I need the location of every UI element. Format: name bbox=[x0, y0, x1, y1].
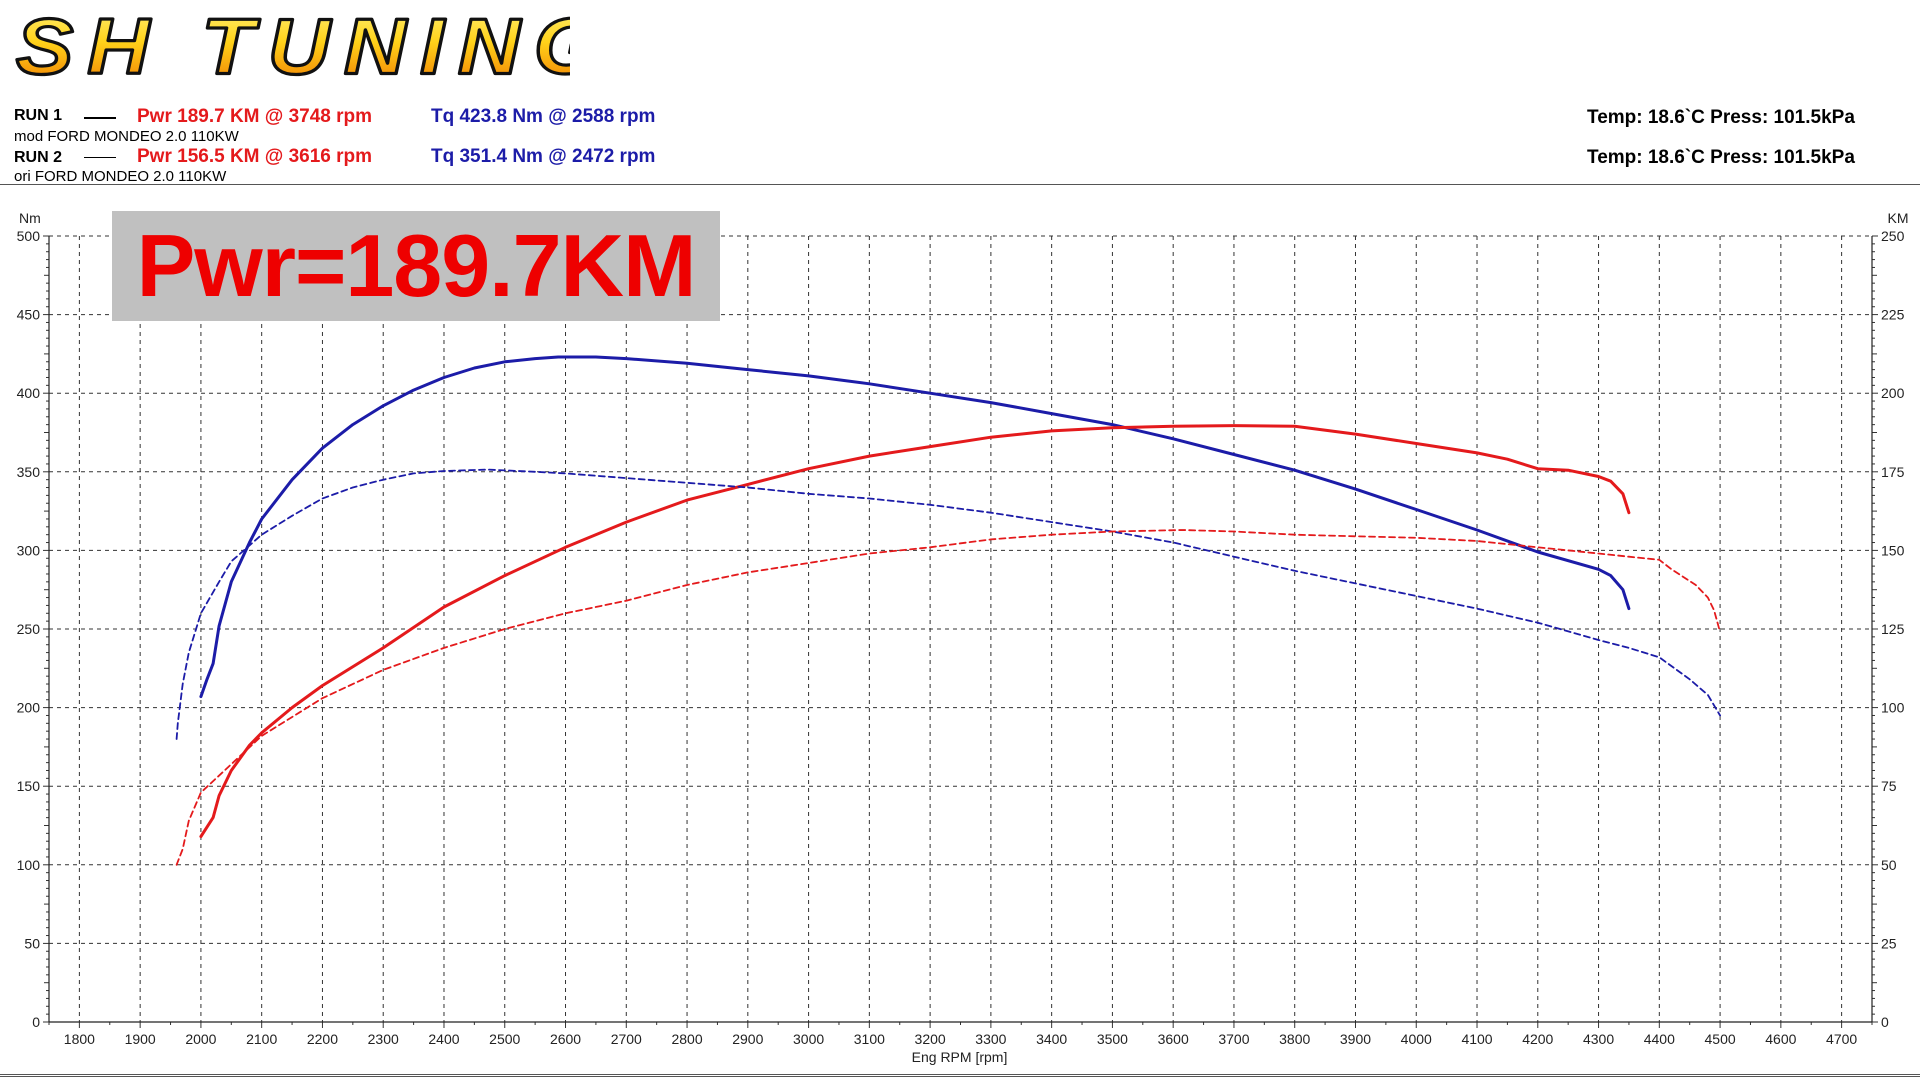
y-right-tick-label: 225 bbox=[1881, 307, 1905, 323]
x-tick-label: 4400 bbox=[1644, 1031, 1675, 1047]
y-left-tick-label: 100 bbox=[17, 857, 41, 873]
x-tick-label: 4300 bbox=[1583, 1031, 1614, 1047]
y-right-tick-label: 100 bbox=[1881, 700, 1905, 716]
peak-power-badge-text: Pwr=189.7KM bbox=[136, 216, 697, 315]
y-left-tick-label: 150 bbox=[17, 778, 41, 794]
y-left-tick-label: 350 bbox=[17, 464, 41, 480]
run1-power: Pwr 189.7 KM @ 3748 rpm bbox=[137, 106, 373, 127]
x-tick-label: 3700 bbox=[1218, 1031, 1249, 1047]
x-tick-label: 2800 bbox=[671, 1031, 702, 1047]
x-tick-label: 2100 bbox=[246, 1031, 277, 1047]
x-tick-label: 2500 bbox=[489, 1031, 520, 1047]
y-left-tick-label: 200 bbox=[17, 700, 41, 716]
x-tick-label: 3300 bbox=[975, 1031, 1006, 1047]
x-tick-label: 3900 bbox=[1340, 1031, 1371, 1047]
x-tick-label: 3800 bbox=[1279, 1031, 1310, 1047]
x-tick-label: 2400 bbox=[428, 1031, 459, 1047]
logo-sh-tuning: SH TUNING bbox=[10, 0, 602, 100]
x-tick-label: 3500 bbox=[1097, 1031, 1128, 1047]
y-left-axis-label: Nm bbox=[19, 210, 41, 226]
y-right-tick-label: 125 bbox=[1881, 621, 1905, 637]
run1-line-sample bbox=[84, 117, 116, 119]
run2-label: RUN 2 bbox=[14, 149, 63, 166]
run2-power: Pwr 156.5 KM @ 3616 rpm bbox=[137, 146, 373, 167]
run1-torque-curve bbox=[199, 355, 1631, 699]
y-right-tick-label: 200 bbox=[1881, 385, 1905, 401]
chart-frame-top bbox=[0, 184, 1920, 185]
y-right-axis-label: KM bbox=[1888, 210, 1909, 226]
x-tick-label: 4200 bbox=[1522, 1031, 1553, 1047]
run1-description: mod FORD MONDEO 2.0 110KW bbox=[14, 128, 239, 145]
y-left-tick-label: 450 bbox=[17, 307, 41, 323]
x-tick-label: 1900 bbox=[125, 1031, 156, 1047]
run2-line-sample bbox=[84, 157, 116, 158]
run2-conditions: Temp: 18.6`C Press: 101.5kPa bbox=[1587, 147, 1855, 168]
x-tick-label: 4700 bbox=[1826, 1031, 1857, 1047]
run2-description: ori FORD MONDEO 2.0 110KW bbox=[14, 168, 227, 185]
y-right-tick-label: 150 bbox=[1881, 542, 1905, 558]
x-tick-label: 4100 bbox=[1461, 1031, 1492, 1047]
y-left-tick-label: 500 bbox=[17, 228, 41, 244]
run2-torque-curve bbox=[175, 468, 1721, 740]
x-tick-label: 2200 bbox=[307, 1031, 338, 1047]
y-left-tick-label: 50 bbox=[24, 935, 40, 951]
y-right-tick-label: 0 bbox=[1881, 1014, 1889, 1030]
x-tick-label: 2300 bbox=[368, 1031, 399, 1047]
y-right-tick-label: 75 bbox=[1881, 778, 1897, 794]
x-tick-label: 2700 bbox=[611, 1031, 642, 1047]
chart-frame-bottom bbox=[0, 1074, 1920, 1077]
y-left-tick-label: 400 bbox=[17, 385, 41, 401]
x-tick-label: 3600 bbox=[1158, 1031, 1189, 1047]
run1-label: RUN 1 bbox=[14, 107, 63, 124]
run1-power-curve bbox=[199, 424, 1631, 838]
y-right-tick-label: 25 bbox=[1881, 935, 1897, 951]
y-right-tick-label: 175 bbox=[1881, 464, 1905, 480]
x-tick-label: 4500 bbox=[1705, 1031, 1736, 1047]
x-tick-label: 2000 bbox=[185, 1031, 216, 1047]
x-tick-label: 4000 bbox=[1401, 1031, 1432, 1047]
run1-torque: Tq 423.8 Nm @ 2588 rpm bbox=[431, 106, 656, 127]
x-tick-label: 1800 bbox=[64, 1031, 95, 1047]
x-tick-label: 4600 bbox=[1765, 1031, 1796, 1047]
x-tick-label: 2600 bbox=[550, 1031, 581, 1047]
x-tick-label: 2900 bbox=[732, 1031, 763, 1047]
y-left-tick-label: 250 bbox=[17, 621, 41, 637]
y-left-tick-label: 300 bbox=[17, 542, 41, 558]
run2-torque: Tq 351.4 Nm @ 2472 rpm bbox=[431, 146, 656, 167]
y-left-tick-label: 0 bbox=[32, 1014, 40, 1030]
x-tick-label: 3200 bbox=[915, 1031, 946, 1047]
x-axis-label: Eng RPM [rpm] bbox=[912, 1049, 1008, 1065]
svg-text:SH TUNING: SH TUNING bbox=[16, 2, 570, 91]
y-right-tick-label: 250 bbox=[1881, 228, 1905, 244]
x-tick-label: 3000 bbox=[793, 1031, 824, 1047]
run2-power-curve bbox=[175, 529, 1721, 866]
peak-power-badge: Pwr=189.7KM bbox=[112, 211, 720, 321]
x-tick-label: 3400 bbox=[1036, 1031, 1067, 1047]
y-right-tick-label: 50 bbox=[1881, 857, 1897, 873]
x-tick-label: 3100 bbox=[854, 1031, 885, 1047]
run1-conditions: Temp: 18.6`C Press: 101.5kPa bbox=[1587, 107, 1855, 128]
